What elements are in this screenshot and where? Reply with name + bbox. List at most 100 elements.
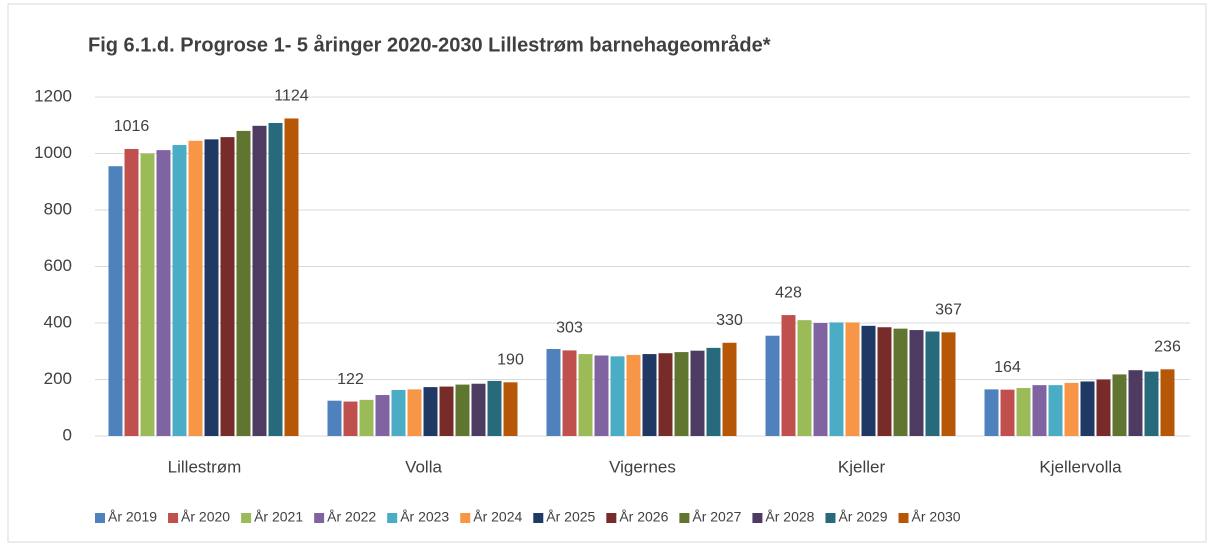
legend-label: År 2029 [838,509,887,525]
bar [343,401,358,436]
bar [909,330,924,436]
legend-swatch [898,513,909,523]
bar [1064,382,1079,436]
bar [172,145,187,436]
bar [1000,389,1015,436]
bar [327,400,342,436]
legend-label: År 2025 [546,509,595,525]
legend-label: År 2027 [692,509,741,525]
bar [487,380,502,436]
bar [1112,374,1127,436]
bar [156,150,171,437]
y-tick-label: 800 [44,199,72,218]
bar [829,322,844,436]
x-tick-label: Kjeller [838,457,886,476]
legend-label: År 2022 [327,509,376,525]
legend-swatch [387,513,398,523]
bar [797,320,812,436]
bar [108,166,123,436]
data-label: 303 [556,320,583,337]
legend-swatch [606,513,617,523]
bar [1128,370,1143,436]
legend-label: År 2021 [254,509,303,525]
bar [284,118,299,436]
legend-swatch [752,513,763,523]
bar [781,315,796,436]
y-tick-label: 400 [44,312,72,331]
chart-title: Fig 6.1.d. Progrose 1- 5 åringer 2020-20… [88,33,771,56]
bar [861,325,876,436]
bar [1144,371,1159,436]
legend-label: År 2019 [108,509,157,525]
legend-label: År 2026 [619,509,668,525]
legend-swatch [314,513,325,523]
bar [813,323,828,436]
bar [1032,385,1047,436]
y-tick-label: 1000 [34,143,72,162]
legend-swatch [460,513,471,523]
bar [610,356,625,436]
legend-swatch [168,513,179,523]
legend-label: År 2028 [765,509,814,525]
bar [1048,385,1063,436]
data-label: 164 [994,359,1021,376]
bar [359,399,374,436]
bar [1160,369,1175,436]
bar [439,386,454,436]
legend-label: År 2030 [912,509,961,525]
data-label: 428 [775,284,802,301]
bar [690,350,705,436]
data-label: 1124 [274,88,309,105]
legend-swatch [825,513,836,523]
x-tick-label: Vigernes [609,457,676,476]
bar [236,130,251,436]
bar [642,354,657,436]
legend-swatch [241,513,252,523]
bar [594,355,609,436]
bar [220,137,235,437]
data-label: 1016 [114,118,150,135]
bar [925,331,940,436]
bar [877,327,892,436]
bar [658,353,673,436]
bar [252,125,267,436]
bar [124,148,139,437]
bar [706,347,721,436]
data-label: 236 [1154,339,1181,356]
legend-label: År 2023 [400,509,449,525]
bar [455,384,470,436]
data-label: 367 [935,302,962,319]
bar [471,383,486,436]
bar [1016,387,1031,436]
data-label: 330 [716,312,743,329]
bar [188,140,203,436]
bar [722,342,737,436]
data-label: 190 [497,352,524,369]
bar [893,328,908,436]
bar [984,389,999,436]
x-tick-label: Volla [405,457,442,476]
y-tick-label: 200 [44,369,72,388]
y-tick-label: 0 [63,425,72,444]
bar [407,389,422,436]
data-label: 122 [337,371,364,388]
legend-swatch [95,513,105,523]
bar [391,389,406,436]
bar [268,122,283,437]
bar [626,354,641,436]
bar [578,354,593,436]
legend-label: År 2024 [473,509,522,525]
x-tick-label: Lillestrøm [168,457,242,476]
bar [375,395,390,436]
legend-label: År 2020 [181,509,230,525]
bar [546,348,561,436]
bar [1096,379,1111,436]
legend-swatch [533,513,544,523]
bar [1080,381,1095,436]
x-tick-label: Kjellervolla [1039,457,1122,476]
bar [503,382,518,436]
bar [204,139,219,436]
bar [765,335,780,436]
bar [562,350,577,436]
